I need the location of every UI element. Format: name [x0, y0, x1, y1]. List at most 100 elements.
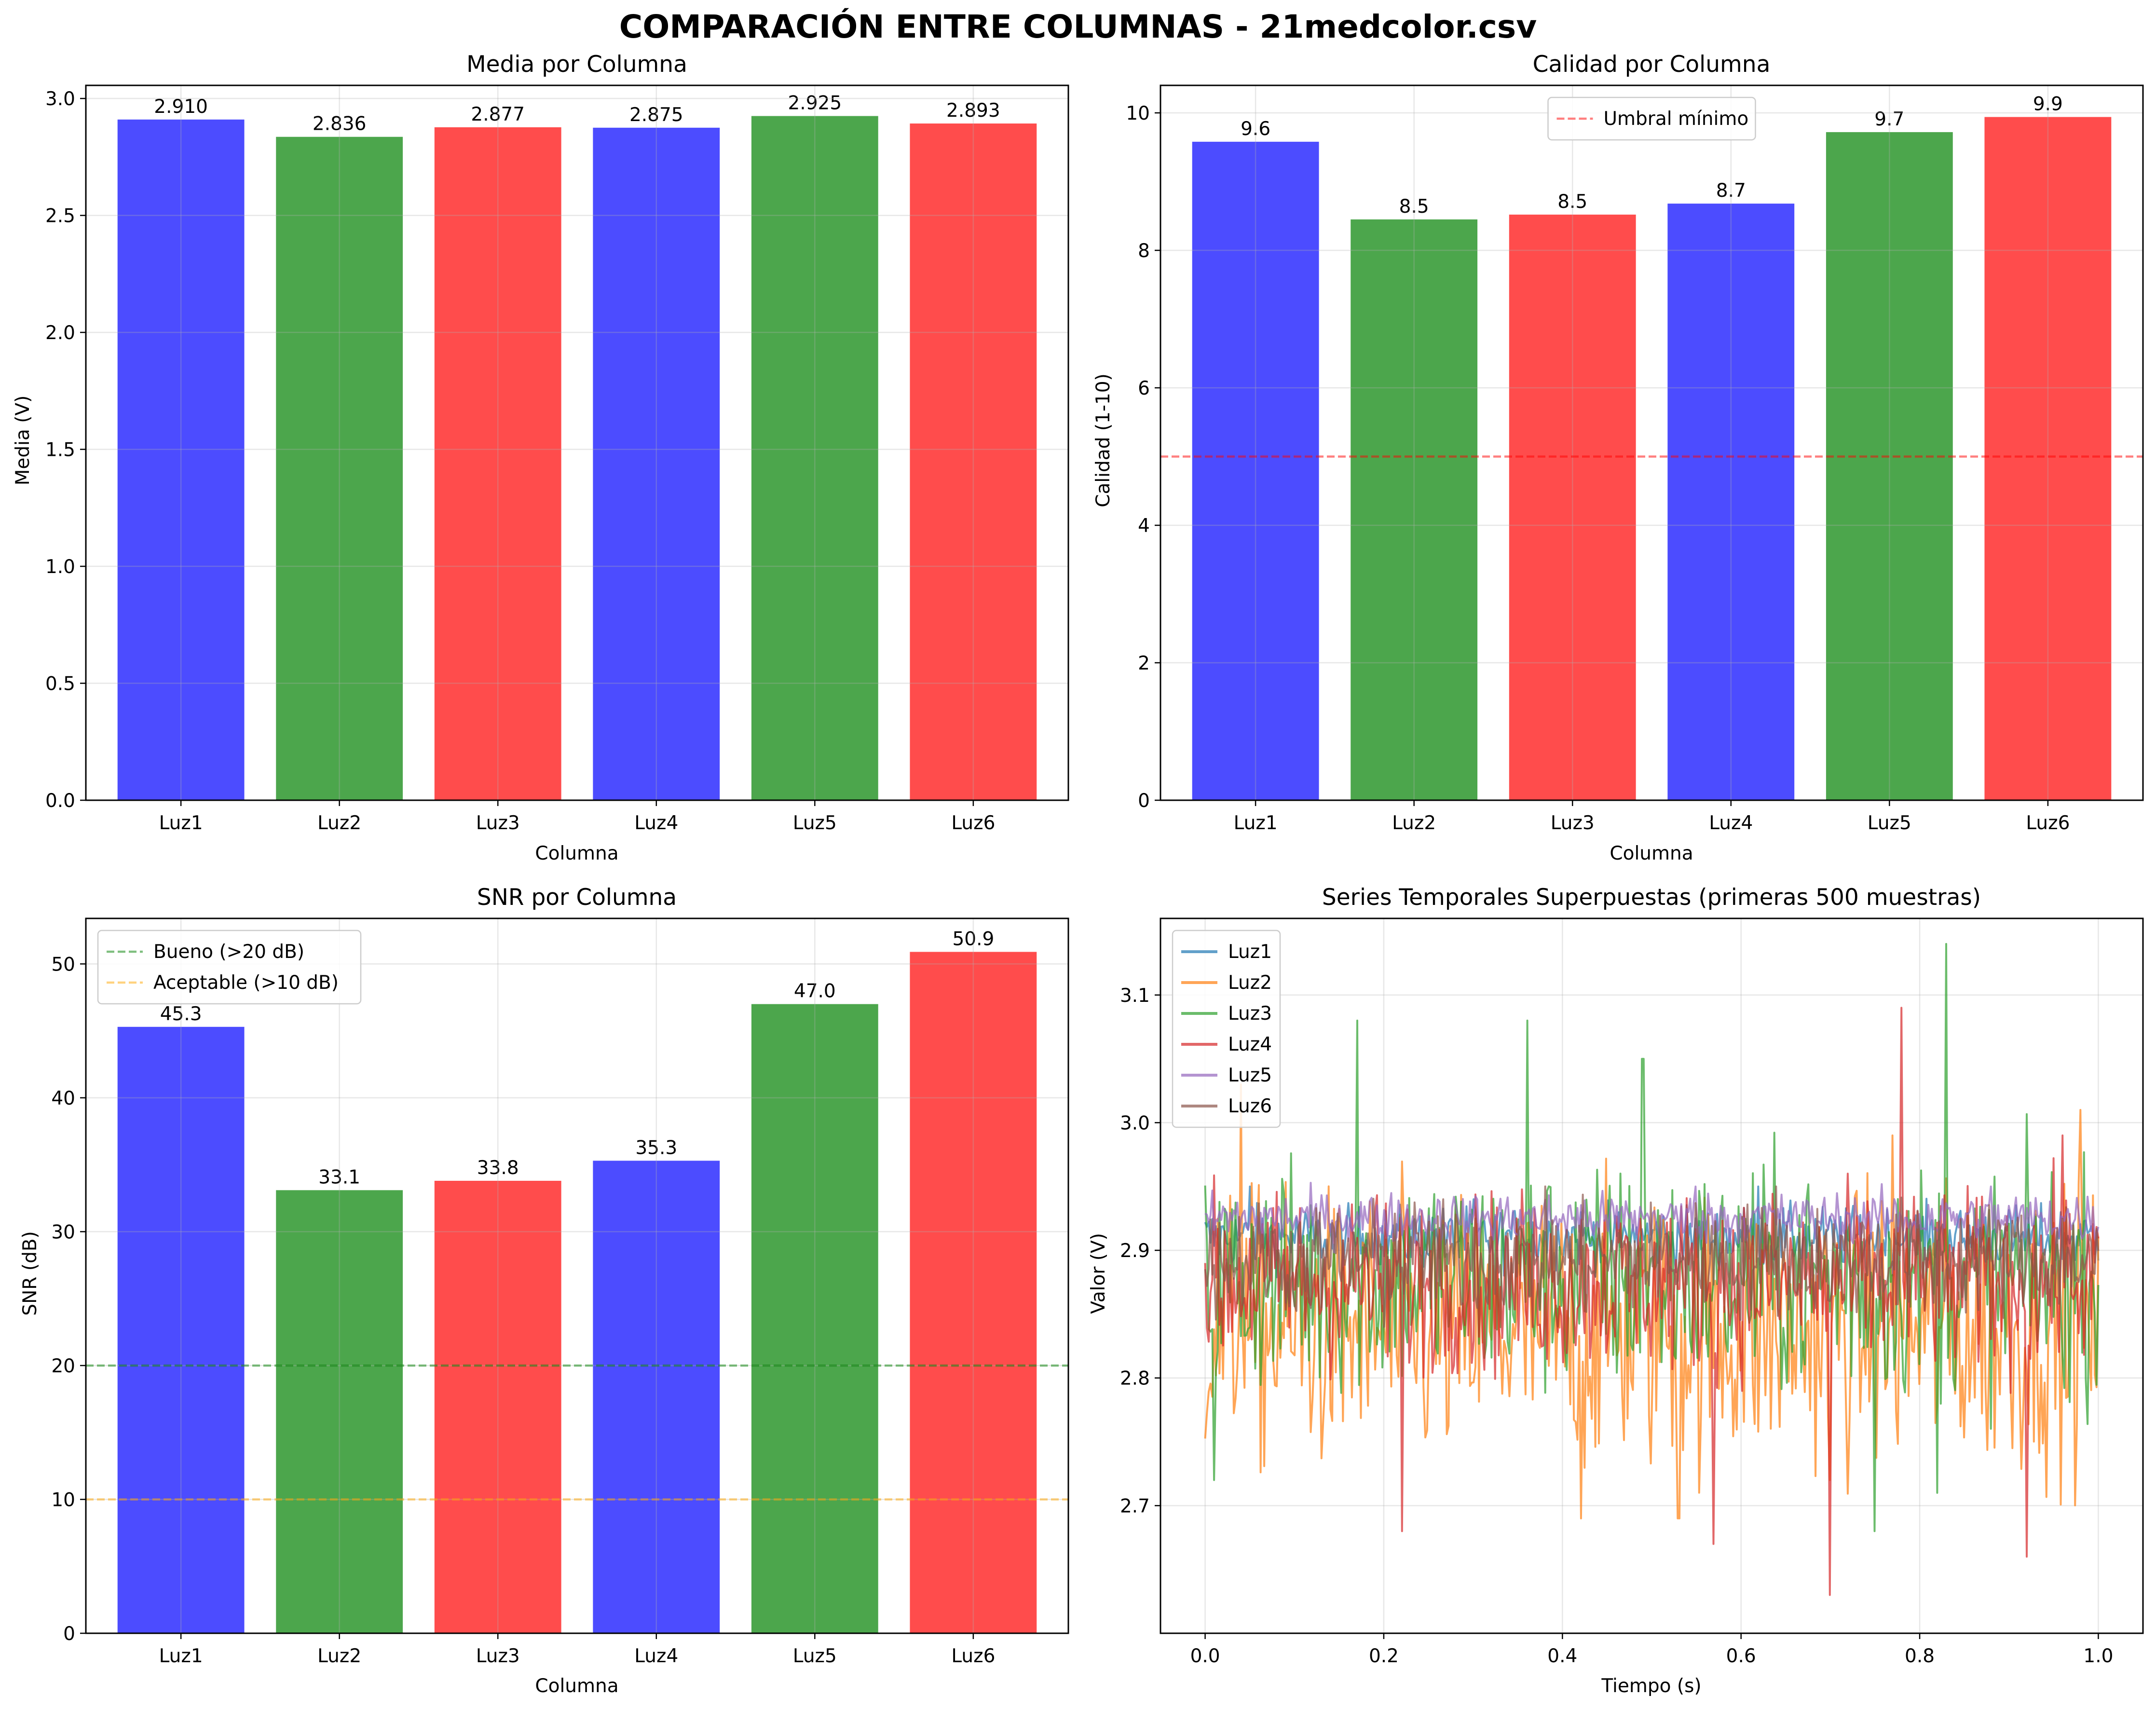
x-tick-label: Luz5: [1868, 812, 1911, 834]
bar-value-label: 2.836: [313, 113, 367, 135]
x-tick-label: Luz1: [159, 1645, 203, 1667]
y-tick-label: 2.9: [1120, 1240, 1150, 1262]
media-ylabel: Media (V): [12, 396, 34, 486]
x-tick-label: Luz2: [317, 812, 361, 834]
y-tick-label: 30: [51, 1221, 75, 1243]
x-tick-label: Luz5: [793, 812, 837, 834]
y-tick-label: 2.0: [45, 322, 75, 344]
bar-value-label: 9.6: [1241, 118, 1270, 140]
series-line-luz6: [1204, 1185, 2100, 1328]
x-tick-label: Luz3: [476, 1645, 520, 1667]
x-tick-label: Luz4: [634, 1645, 678, 1667]
x-tick-label: Luz2: [1392, 812, 1436, 834]
y-tick-label: 2.5: [45, 205, 75, 227]
bar-value-label: 8.7: [1716, 180, 1746, 202]
y-tick-label: 6: [1138, 378, 1150, 399]
calidad-plot: 9.6 8.5 8.5 8.7 9.7 9.9 0 2 4 6 8 10 Luz1 Luz2 Luz3 Luz…: [1126, 84, 2144, 834]
y-tick-label: 3.0: [1120, 1112, 1150, 1134]
legend-label: Bueno (>20 dB): [153, 941, 304, 963]
bar-value-label: 2.910: [154, 96, 208, 118]
x-tick-label: Luz1: [159, 812, 203, 834]
y-tick-label: 40: [51, 1088, 75, 1109]
panel-calidad: 9.6 8.5 8.5 8.7 9.7 9.9 0 2 4 6 8 10 Luz1 Luz2 Luz3 Luz…: [1092, 51, 2144, 864]
calidad-title: Calidad por Columna: [1533, 51, 1771, 78]
axes-frame: [1160, 84, 2144, 801]
series-xlabel: Tiempo (s): [1601, 1675, 1701, 1697]
x-tick-label: 0.0: [1190, 1645, 1220, 1667]
y-tick-label: 10: [51, 1489, 75, 1511]
x-tick-label: Luz3: [1551, 812, 1595, 834]
y-tick-label: 0: [63, 1623, 75, 1645]
legend-label: Luz4: [1228, 1034, 1272, 1055]
bar-value-label: 2.893: [946, 100, 1000, 122]
bar-luz4: [1667, 204, 1795, 801]
x-tick-label: Luz2: [317, 1645, 361, 1667]
bar-value-label: 9.7: [1874, 109, 1904, 130]
y-tick-label: 2.7: [1120, 1495, 1150, 1517]
legend-label: Luz3: [1228, 1003, 1272, 1025]
snr-title: SNR por Columna: [477, 884, 677, 911]
y-tick-label: 50: [51, 954, 75, 975]
bar-luz3: [434, 127, 561, 800]
x-tick-label: Luz1: [1234, 812, 1278, 834]
bar-luz2: [276, 1190, 403, 1633]
bar-luz4: [593, 1161, 720, 1633]
legend-label: Luz6: [1228, 1095, 1272, 1117]
bar-value-label: 33.8: [477, 1157, 519, 1179]
axes-frame: [85, 917, 1069, 1634]
panel-series: 2.72.82.93.03.10.0 0.2 0.4 0.6 0.8 1.0Luz1Luz…: [1088, 884, 2144, 1697]
bar-luz2: [276, 137, 403, 800]
x-tick-label: Luz3: [476, 812, 520, 834]
series-ylabel: Valor (V): [1088, 1233, 1109, 1314]
y-tick-label: 8: [1138, 240, 1150, 262]
legend: Bueno (>20 dB) Aceptable (>10 dB): [97, 930, 362, 1005]
y-tick-label: 0.0: [45, 790, 75, 812]
y-tick-label: 3.1: [1120, 985, 1150, 1007]
x-tick-label: 0.8: [1905, 1645, 1935, 1667]
bar-luz6: [910, 123, 1037, 800]
x-tick-label: 0.4: [1547, 1645, 1577, 1667]
bar-luz1: [1192, 141, 1319, 801]
panel-snr: 45.3 33.1 33.8 35.3 47.0 50.9 0 10 20 30 40 50 Luz1 L…: [19, 884, 1069, 1697]
bar-luz1: [117, 1026, 245, 1633]
bar-luz6: [1984, 117, 2112, 800]
legend-label: Luz5: [1228, 1065, 1272, 1086]
x-tick-label: 0.2: [1369, 1645, 1399, 1667]
bar-value-label: 47.0: [794, 981, 836, 1002]
legend-frame: [1547, 96, 1756, 141]
y-tick-label: 2.8: [1120, 1368, 1150, 1390]
x-tick-label: Luz6: [951, 812, 995, 834]
legend-label: Luz2: [1228, 972, 1272, 994]
bar-luz4: [593, 127, 720, 800]
legend-frame: [1172, 930, 1281, 1128]
x-tick-label: Luz4: [634, 812, 678, 834]
bar-value-label: 2.925: [788, 93, 842, 114]
bar-value-label: 45.3: [160, 1003, 202, 1025]
series-title: Series Temporales Superpuestas (primeras…: [1322, 884, 1981, 911]
bar-luz1: [117, 119, 245, 800]
figure-title: COMPARACIÓN ENTRE COLUMNAS - 21medcolor.…: [619, 8, 1537, 45]
media-xlabel: Columna: [535, 843, 618, 864]
y-tick-label: 1.5: [45, 439, 75, 461]
x-tick-label: 0.6: [1726, 1645, 1756, 1667]
bar-value-label: 35.3: [635, 1137, 677, 1159]
legend-frame: [97, 930, 362, 1005]
bar-luz3: [1509, 214, 1636, 800]
panel-media: 2.910 2.836 2.877 2.875 2.925 2.893 0.0 0.5 1.0 1…: [12, 51, 1069, 864]
legend: Luz1 Luz2 Luz3 Luz4 Luz5 Luz6: [1172, 930, 1281, 1128]
legend: Umbral mínimo: [1547, 96, 1756, 141]
bar-luz2: [1351, 219, 1478, 800]
snr-ylabel: SNR (dB): [19, 1231, 41, 1315]
y-tick-label: 2: [1138, 653, 1150, 674]
snr-plot: 45.3 33.1 33.8 35.3 47.0 50.9 0 10 20 30 40 50 Luz1 L…: [51, 917, 1069, 1667]
axes-frame: [1160, 917, 2144, 1634]
y-tick-label: 10: [1126, 103, 1150, 124]
bar-value-label: 33.1: [318, 1166, 360, 1188]
axes-frame: [85, 84, 1069, 801]
bar-value-label: 9.9: [2033, 94, 2063, 115]
calidad-xlabel: Columna: [1610, 843, 1693, 864]
y-tick-label: 3.0: [45, 88, 75, 110]
y-tick-label: 0.5: [45, 673, 75, 695]
bar-luz5: [1826, 132, 1953, 800]
series-line-luz4: [1204, 1007, 2100, 1596]
